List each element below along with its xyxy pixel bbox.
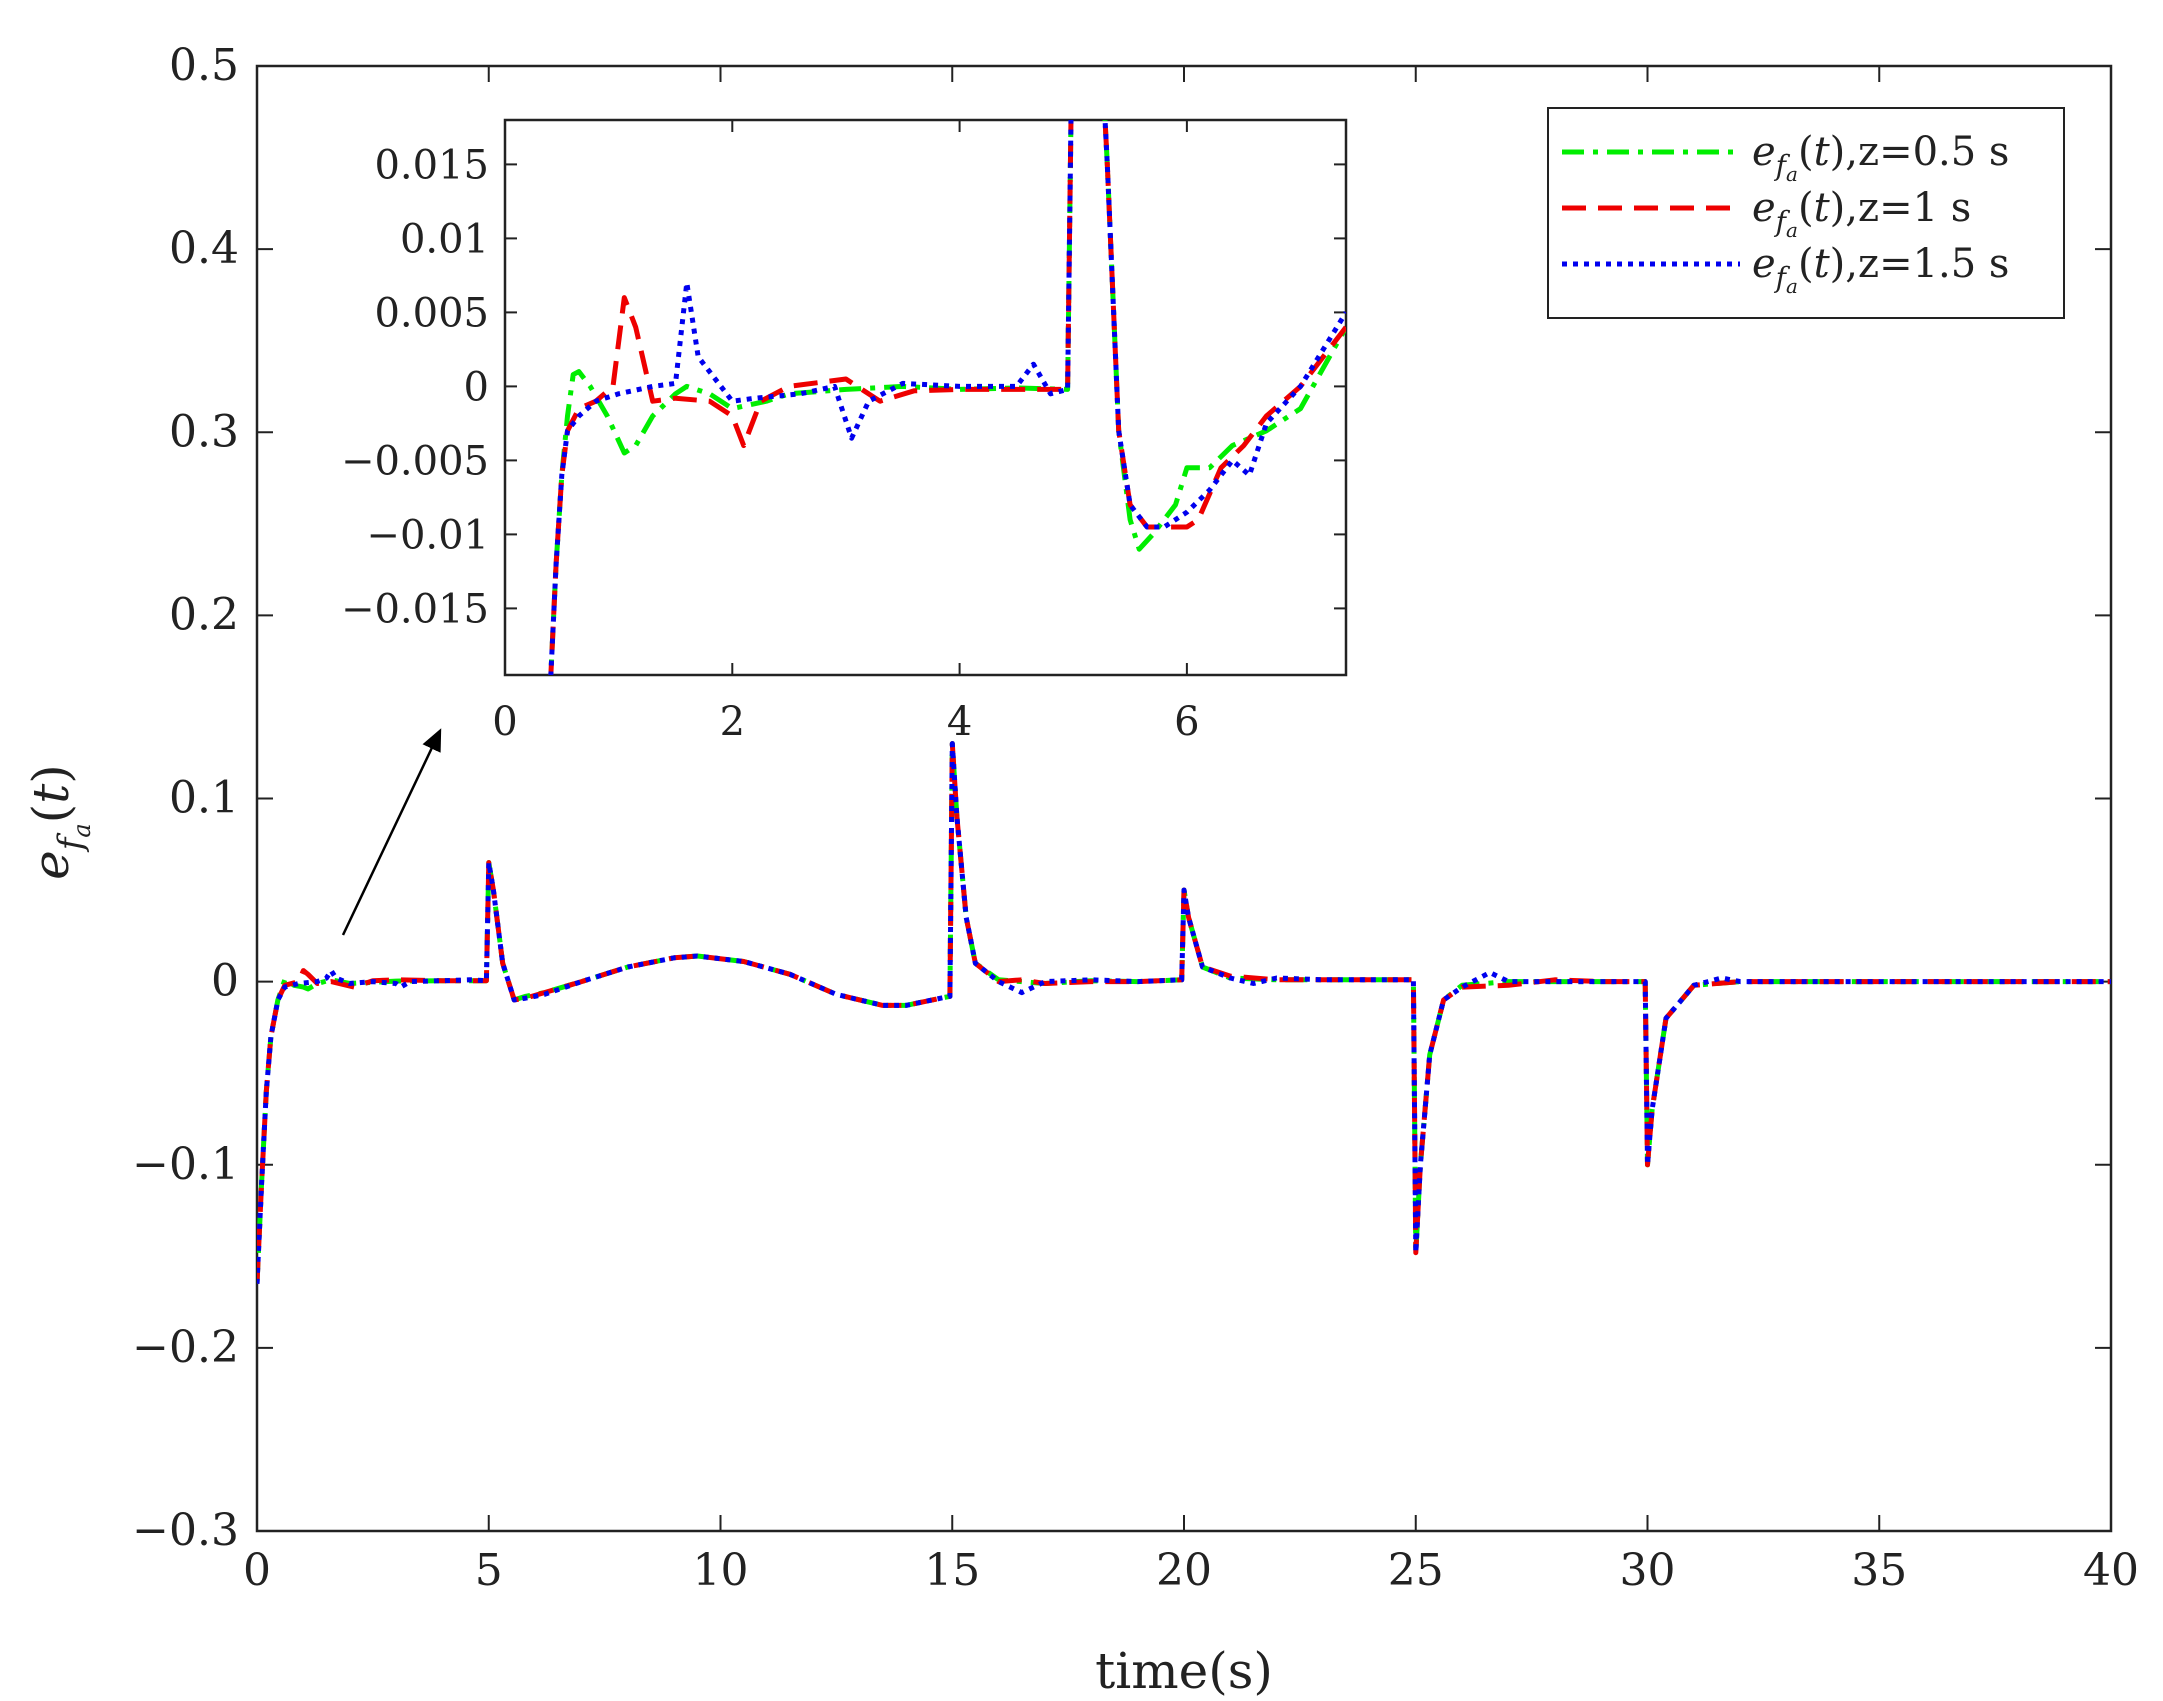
inset-ytick-label: −0.015	[341, 586, 489, 632]
zoom-arrow	[341, 728, 442, 936]
inset-xtick-label: 4	[947, 699, 972, 745]
inset-axes-frame	[503, 118, 1348, 677]
inset-ytick-label: −0.01	[366, 512, 489, 558]
main-series-line-2	[257, 741, 2111, 1284]
main-xtick-label: 5	[475, 1545, 503, 1596]
main-ytick-label: −0.1	[132, 1139, 239, 1190]
inset-series-line-1	[548, 120, 1346, 675]
legend-label-3: efa(t),z=1.5 s	[1752, 241, 2009, 298]
inset-ytick-label: −0.005	[341, 438, 489, 484]
inset-xtick-label: 2	[720, 699, 745, 745]
main-xtick-label: 15	[924, 1545, 980, 1596]
main-xtick-label: 40	[2083, 1545, 2139, 1596]
main-ytick-label: 0	[211, 956, 239, 1007]
main-ytick-label: −0.2	[132, 1322, 239, 1373]
inset-xtick-label: 0	[492, 699, 517, 745]
main-xtick-label: 30	[1620, 1545, 1676, 1596]
main-series-group	[257, 741, 2111, 1284]
main-ytick-label: 0.2	[169, 589, 239, 640]
main-ytick-label: 0.1	[169, 773, 239, 824]
main-ytick-label: −0.3	[132, 1505, 239, 1556]
main-xtick-label: 20	[1156, 1545, 1212, 1596]
inset-series-group	[548, 120, 1346, 675]
main-xtick-label: 0	[243, 1545, 271, 1596]
inset-ytick-label: 0.01	[400, 216, 489, 262]
inset-xtick-label: 6	[1174, 699, 1199, 745]
inset-ticks: 0 2 4 6 −0.015 −0.01 −0.005 0 0.005 0.01 0.015	[341, 120, 1346, 745]
inset-ytick-label: 0	[464, 364, 489, 410]
inset-ytick-label: 0.005	[374, 290, 489, 336]
x-axis-title: time(s)	[1095, 1642, 1273, 1700]
main-xtick-label: 10	[693, 1545, 749, 1596]
y-axis-title-text: efa(t)	[22, 764, 96, 880]
main-xtick-label: 35	[1851, 1545, 1907, 1596]
inset-ytick-label: 0.015	[374, 142, 489, 188]
legend-label-1: efa(t),z=0.5 s	[1752, 129, 2009, 186]
main-xtick-label: 25	[1388, 1545, 1444, 1596]
legend-label-2: efa(t),z=1 s	[1752, 185, 1971, 242]
y-axis-title: efa(t)	[22, 764, 96, 880]
inset-series-line-3	[548, 120, 1346, 675]
main-ytick-label: 0.3	[169, 406, 239, 457]
legend-box	[1547, 107, 2065, 319]
main-ticks: 0 5 10 15 20 25 30 35 40−0.3−0.2−0.100.10.20.30.…	[132, 40, 2139, 1596]
main-series-line-3	[257, 741, 2111, 1284]
main-ytick-label: 0.4	[169, 223, 239, 274]
main-ytick-label: 0.5	[169, 40, 239, 91]
